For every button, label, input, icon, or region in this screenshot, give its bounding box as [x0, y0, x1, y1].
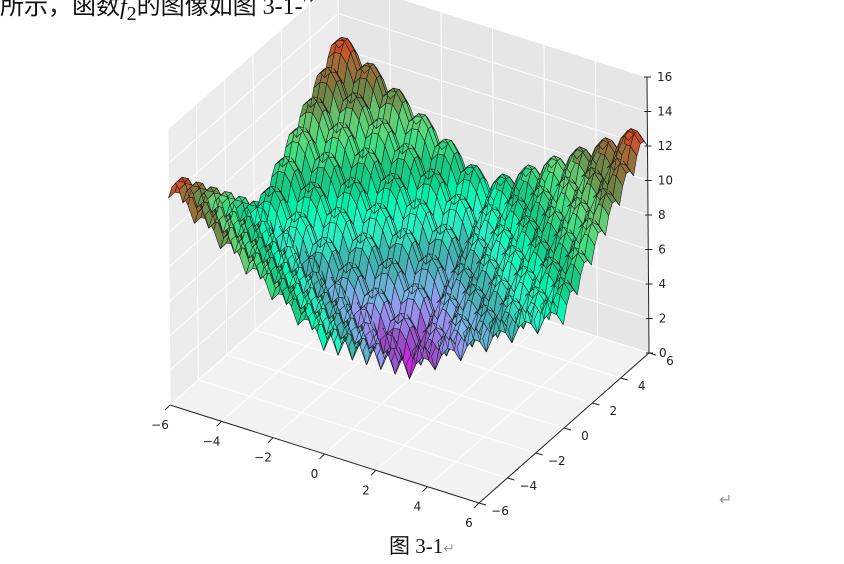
- y-tick-label: 0: [581, 429, 589, 443]
- y-tick-mark: [478, 502, 487, 506]
- x-tick-mark: [216, 420, 222, 427]
- z-tick-label: 2: [659, 312, 667, 326]
- y-tick-mark: [592, 402, 600, 406]
- z-tick-label: 12: [658, 139, 673, 153]
- z-tick-label: 14: [657, 105, 672, 119]
- x-tick-label: −2: [254, 451, 272, 465]
- y-tick-mark: [507, 477, 515, 481]
- paragraph-mark-icon: ↵: [719, 490, 733, 509]
- y-tick-mark: [563, 427, 572, 431]
- grid-line: [338, 47, 648, 147]
- x-tick-label: −6: [151, 418, 169, 432]
- z-tick-label: 4: [659, 277, 667, 291]
- grid-line: [402, 0, 648, 78]
- x-tick-mark: [422, 486, 428, 493]
- caption-text: 图 3-1: [389, 534, 444, 558]
- x-tick-label: 0: [311, 467, 319, 481]
- y-tick-label: 6: [666, 354, 674, 368]
- grid-line: [167, 0, 315, 130]
- z-tick-label: 0: [659, 346, 667, 360]
- x-tick-label: 6: [465, 516, 473, 530]
- body-text-prefix: 所示，函数: [0, 0, 120, 20]
- y-tick-label: −2: [548, 454, 566, 468]
- grid-line: [338, 13, 648, 112]
- x-tick-label: 2: [362, 483, 370, 497]
- grid-line: [226, 354, 536, 454]
- x-tick-mark: [164, 404, 171, 411]
- z-tick-label: 16: [657, 70, 672, 84]
- grid-line: [198, 379, 508, 479]
- y-tick-mark: [535, 452, 543, 456]
- grid-line: [167, 13, 339, 164]
- caption-return-mark-icon: ↵: [443, 541, 455, 557]
- z-tick-label: 10: [658, 174, 673, 188]
- z-tick-label: 8: [658, 208, 666, 222]
- surface-mesh: [168, 37, 648, 380]
- x-tick-mark: [473, 502, 480, 509]
- x-tick-label: −4: [203, 434, 221, 448]
- x-tick-mark: [267, 437, 274, 444]
- y-tick-label: −6: [491, 504, 509, 518]
- body-text-subscript: 2: [126, 2, 137, 25]
- y-tick-mark: [620, 377, 628, 381]
- x-tick-mark: [319, 453, 325, 460]
- figure-caption: 图 3-1↵: [0, 530, 844, 560]
- x-tick-mark: [370, 469, 377, 476]
- x-tick-label: 4: [414, 500, 422, 514]
- body-text-function: f: [120, 0, 127, 20]
- y-tick-label: −4: [519, 479, 537, 493]
- grid-line: [168, 47, 339, 199]
- y-tick-label: 2: [610, 404, 618, 418]
- y-tick-label: 4: [638, 379, 646, 393]
- z-tick-label: 6: [658, 243, 666, 257]
